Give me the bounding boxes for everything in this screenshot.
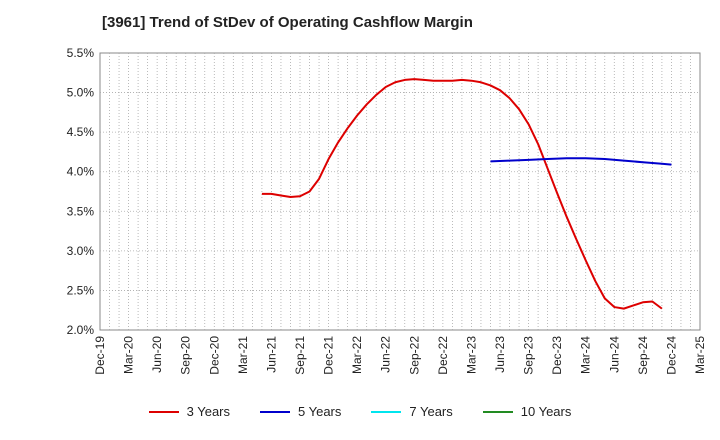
legend-item: 10 Years [482,404,572,419]
x-tick-label: Sep-24 [636,336,650,375]
legend-item: 7 Years [371,404,453,419]
y-tick-label: 4.5% [67,125,95,139]
y-tick-label: 5.0% [67,86,95,100]
x-tick-label: Dec-22 [436,336,450,375]
legend: 3 Years 5 Years 7 Years 10 Years [0,404,720,419]
x-tick-label: Mar-23 [464,336,478,374]
legend-label-5-years: 5 Years [298,404,342,419]
legend-swatch-3-years [148,410,179,413]
y-tick-label: 2.0% [67,323,95,337]
x-tick-label: Sep-20 [179,336,193,375]
legend-item: 3 Years [148,404,230,419]
x-tick-label: Dec-24 [664,336,678,375]
x-tick-label: Jun-20 [150,336,164,373]
x-tick-label: Dec-21 [322,336,336,375]
x-tick-label: Sep-22 [407,336,421,375]
x-tick-label: Jun-22 [379,336,393,373]
plot-area [99,52,701,331]
y-tick-label: 5.5% [67,46,95,60]
chart-title: [3961] Trend of StDev of Operating Cashf… [102,14,473,31]
legend-swatch-10-years [482,410,513,413]
series-lines [261,78,672,310]
y-axis-tick-labels: 2.0% 2.5% 3.0% 3.5% 4.0% 4.5% 5.0% 5.5% [67,46,95,337]
x-tick-label: Sep-21 [293,336,307,375]
series-line-5-years [490,157,672,166]
legend-item: 5 Years [260,404,341,419]
x-tick-label: Sep-23 [522,336,536,375]
x-tick-label: Dec-19 [93,336,107,375]
x-tick-label: Mar-21 [236,336,250,374]
x-tick-label: Mar-22 [350,336,364,374]
series-line-3-years [261,78,663,310]
legend-label-3-years: 3 Years [186,404,230,419]
y-tick-label: 2.5% [67,283,95,297]
x-tick-label: Jun-23 [493,336,507,373]
legend-label-7-years: 7 Years [409,404,453,419]
x-tick-label: Mar-25 [693,336,707,374]
x-tick-label: Dec-20 [207,336,221,375]
y-tick-label: 3.0% [67,244,95,258]
x-tick-label: Mar-24 [579,336,593,374]
x-axis-tick-labels: Dec-19 Mar-20 Jun-20 Sep-20 Dec-20 Mar-21 Jun-… [93,336,707,375]
y-tick-label: 4.0% [67,165,95,179]
y-tick-label: 3.5% [67,204,95,218]
legend-label-10-years: 10 Years [520,404,572,419]
legend-swatch-5-years [260,410,290,413]
x-tick-label: Jun-24 [607,336,621,373]
x-tick-label: Dec-23 [550,336,564,375]
legend-swatch-7-years [371,410,402,413]
x-tick-label: Mar-20 [122,336,136,374]
horizontal-grid [100,92,700,291]
x-tick-label: Jun-21 [264,336,278,373]
